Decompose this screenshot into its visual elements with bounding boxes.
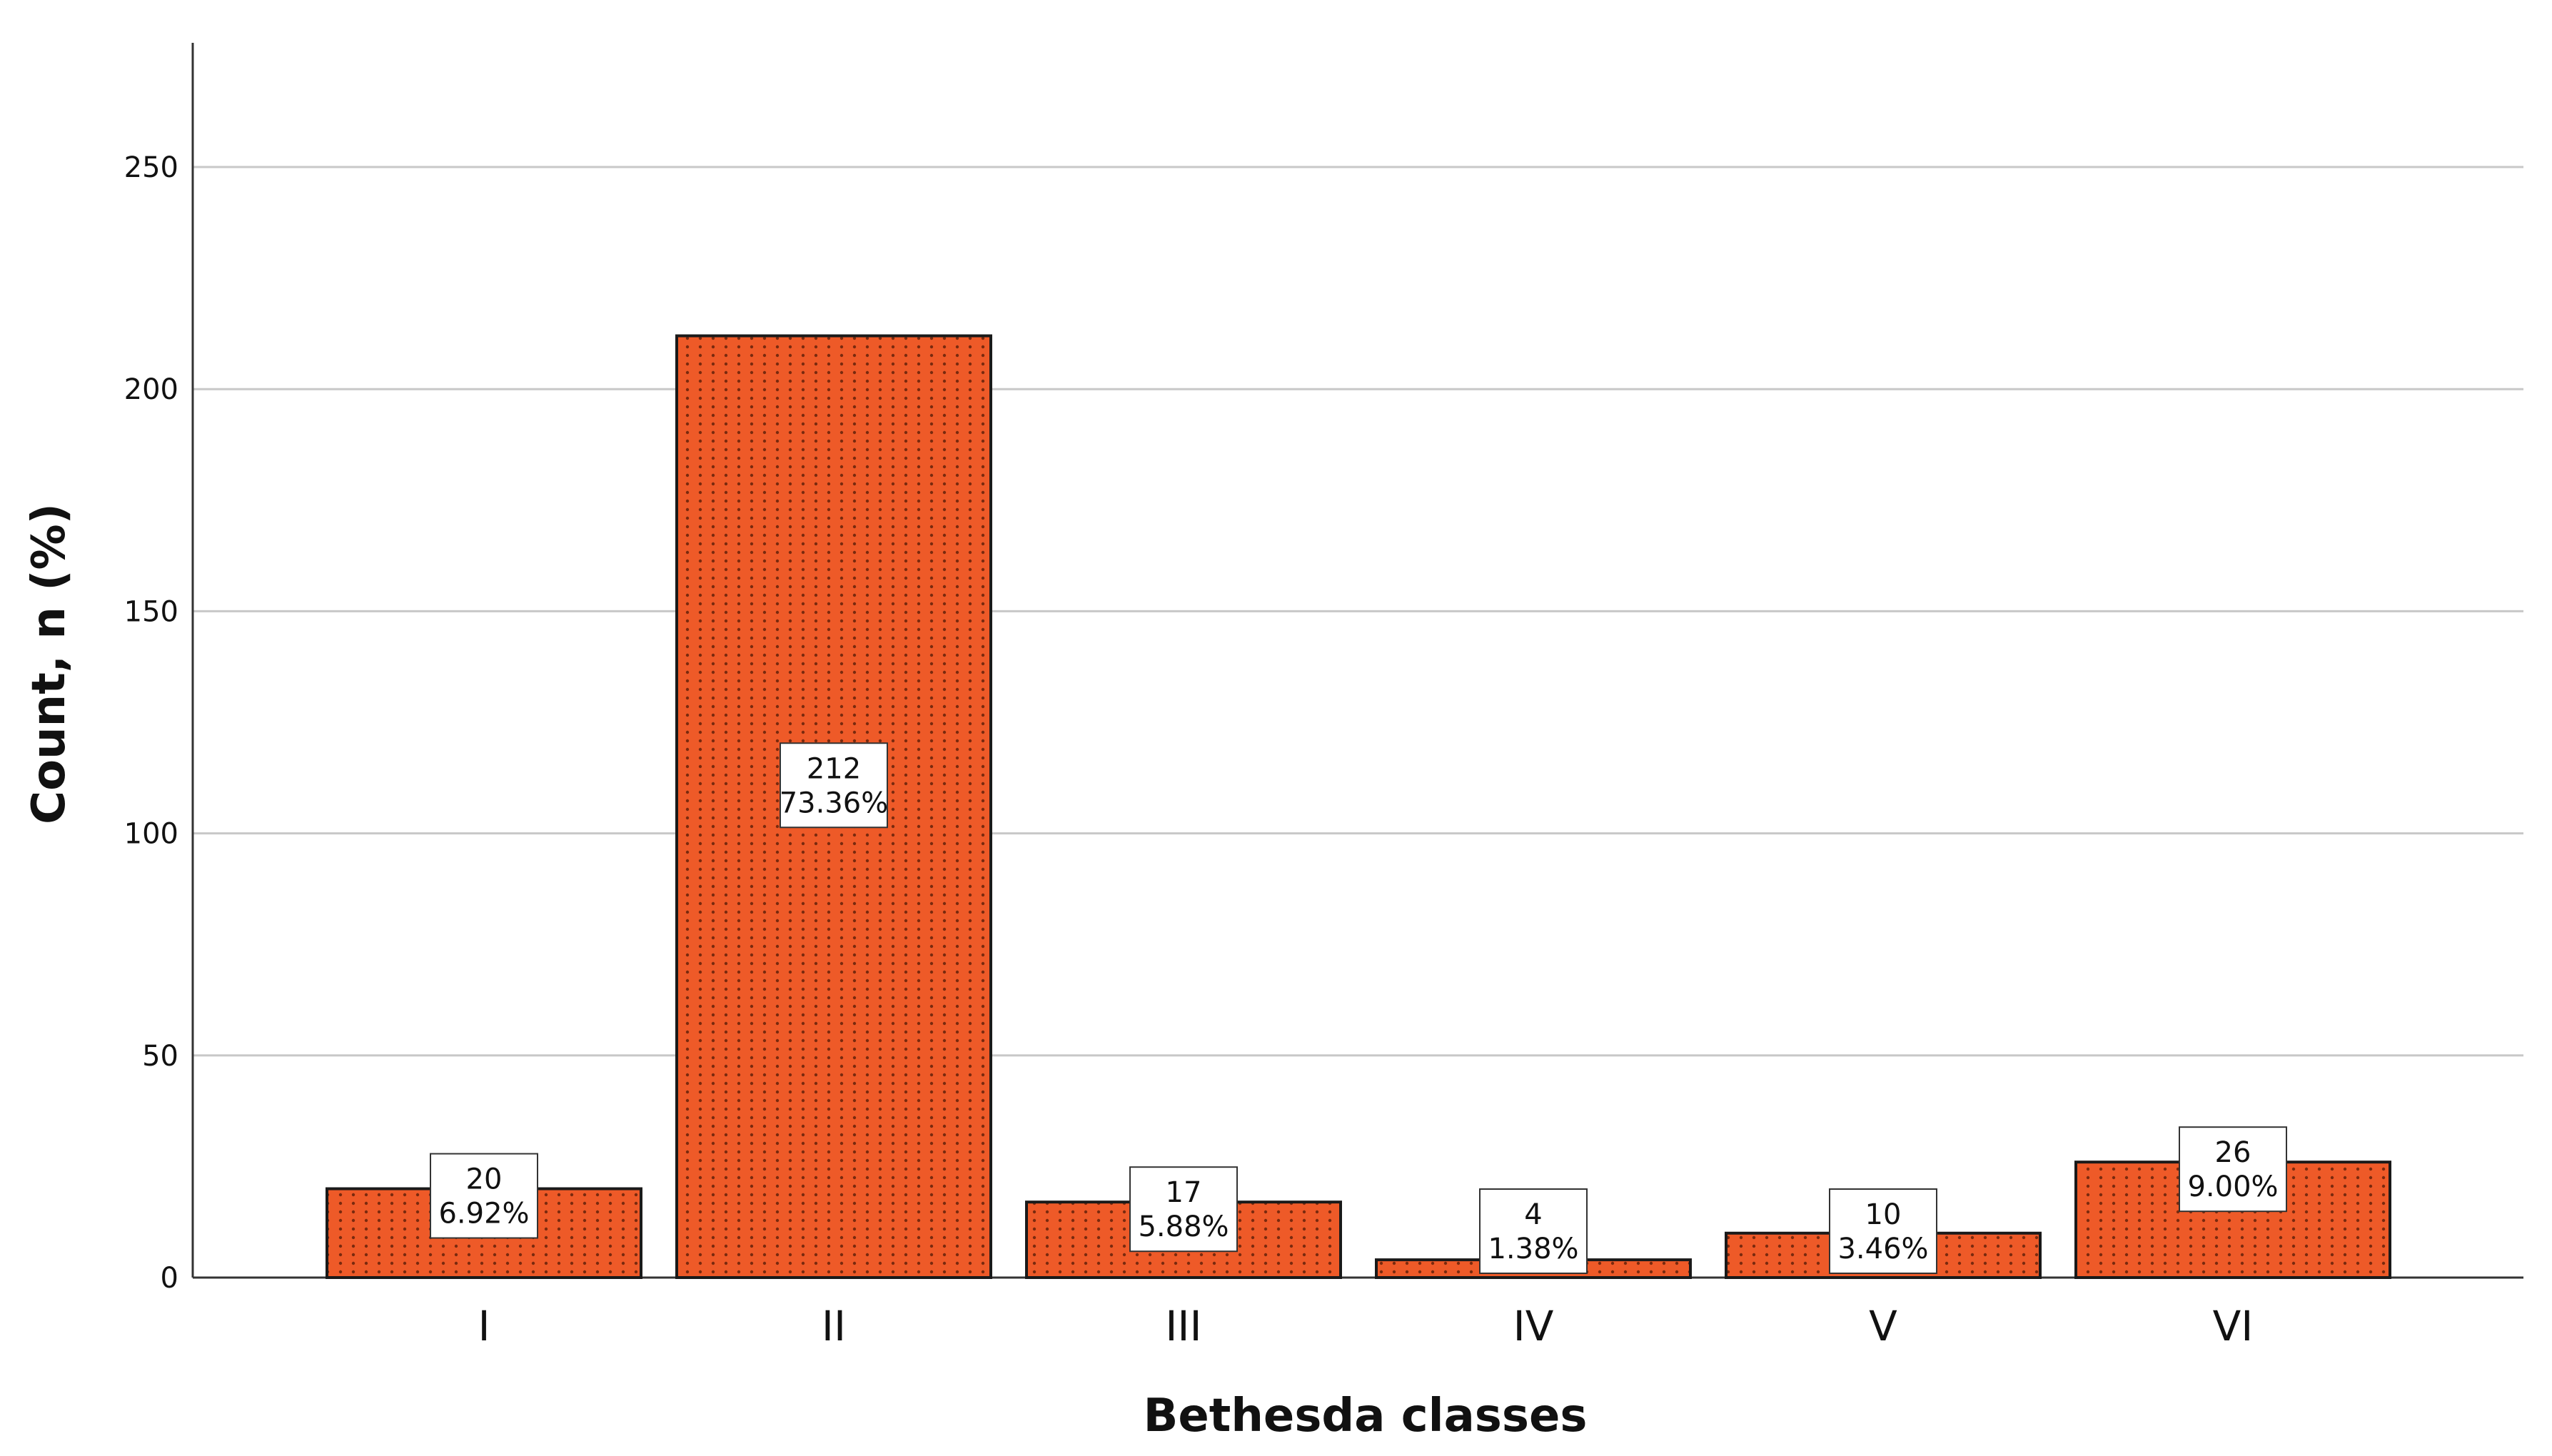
y-tick-label: 50 [142,1040,178,1073]
data-label: 41.38% [1479,1188,1588,1274]
category-labels: I II III IV V VI [478,1302,2253,1350]
x-tick-label: II [822,1302,846,1350]
gridlines [193,166,2523,1057]
data-label: 269.00% [2179,1126,2287,1213]
data-label-box [2179,1126,2287,1213]
y-tick-labels: 0 50 100 150 200 250 [124,151,178,1295]
y-tick-label: 100 [124,818,178,851]
data-label-box [1829,1188,1937,1274]
data-label-percent: 6.92% [438,1198,529,1230]
data-label: 206.92% [430,1153,538,1239]
data-label-box [1479,1188,1588,1274]
axes [191,43,2523,1279]
data-label-percent: 73.36% [780,787,889,819]
y-tick-label: 200 [124,373,178,406]
data-label-count: 26 [2215,1136,2251,1169]
data-label-box [1129,1166,1238,1253]
y-axis-title: Count, n (%) [23,503,76,824]
data-label-count: 20 [466,1163,503,1196]
data-label: 103.46% [1829,1188,1937,1274]
data-label-count: 10 [1865,1198,1902,1231]
data-label-percent: 1.38% [1488,1233,1578,1265]
x-tick-label: III [1165,1302,1201,1350]
data-label: 175.88% [1129,1166,1238,1253]
x-axis-title: Bethesda classes [1144,1390,1588,1442]
y-tick-label: 150 [124,595,178,628]
x-tick-label: VI [2213,1302,2254,1350]
x-tick-label: V [1869,1302,1897,1350]
bars [326,334,2391,1280]
x-tick-label: IV [1513,1302,1554,1350]
data-label-percent: 5.88% [1138,1210,1229,1243]
data-label-count: 4 [1524,1198,1542,1231]
data-label-count: 17 [1166,1176,1202,1209]
data-label-count: 212 [807,752,861,785]
data-label-percent: 9.00% [2187,1171,2278,1203]
data-label-percent: 3.46% [1837,1233,1928,1265]
data-label-box [780,742,888,829]
y-tick-label: 250 [124,151,178,184]
x-tick-label: I [478,1302,490,1350]
y-tick-label: 0 [161,1262,178,1295]
data-label-box [430,1153,538,1239]
